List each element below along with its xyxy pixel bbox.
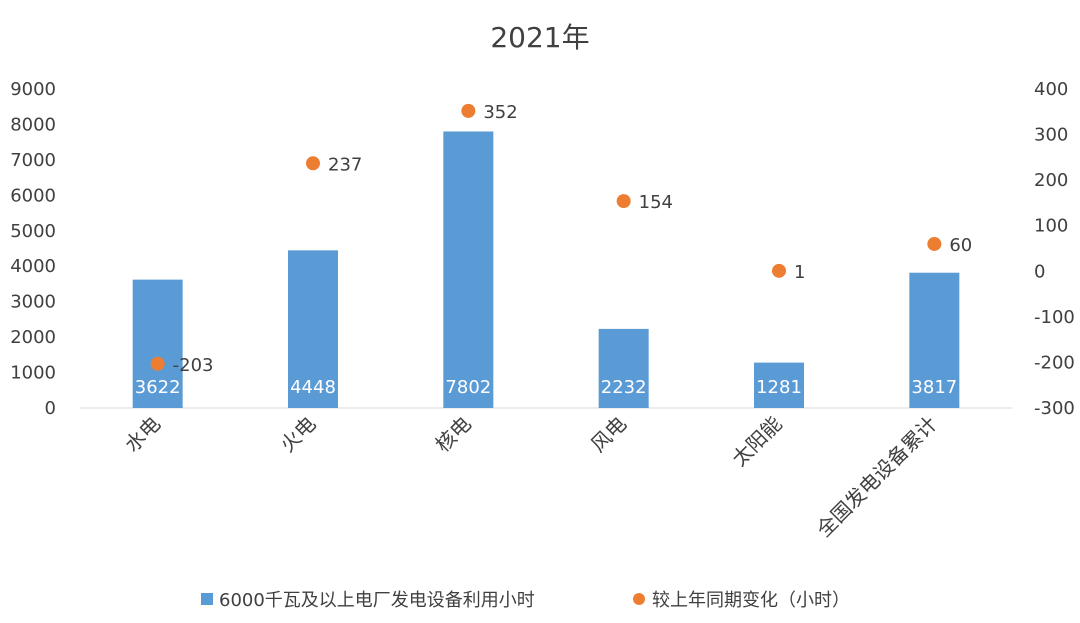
category-label: 核电: [431, 412, 476, 457]
category-label: 风电: [586, 412, 631, 457]
bar: [443, 131, 494, 408]
bar-data-label: 3817: [911, 377, 957, 398]
bar-data-label: 3622: [135, 377, 181, 398]
y-left-tick-label: 0: [45, 398, 56, 419]
y-right-tick-label: -100: [1034, 307, 1075, 328]
scatter-data-label: 60: [949, 235, 972, 256]
y-right-tick-label: 400: [1034, 79, 1068, 100]
scatter-point: [772, 263, 786, 278]
legend-dot-label: 较上年同期变化（小时）: [652, 590, 850, 611]
legend-bar-swatch: [201, 593, 213, 605]
y-left-tick-label: 5000: [10, 221, 56, 242]
bar: [754, 362, 804, 408]
legend: 6000千瓦及以上电厂发电设备利用小时 较上年同期变化（小时）: [201, 590, 850, 611]
scatter-data-label: 352: [483, 102, 517, 123]
y-left-tick-label: 2000: [10, 327, 56, 348]
scatter-series: -203 237 352 154 1 60: [150, 102, 972, 376]
y-right-tick-label: 100: [1034, 216, 1068, 237]
bar-data-label: 1281: [756, 377, 802, 398]
y-right-tick-label: 300: [1034, 125, 1068, 146]
y-left-tick-label: 3000: [10, 292, 56, 313]
y-right-tick-label: 0: [1034, 261, 1045, 282]
y-left-tick-label: 7000: [10, 150, 56, 171]
legend-dot-swatch: [633, 593, 645, 605]
axes: 0100020003000400050006000700080009000-30…: [10, 79, 1075, 419]
scatter-data-label: 237: [328, 154, 362, 175]
y-left-tick-label: 8000: [10, 114, 56, 135]
bar: [288, 250, 338, 408]
y-right-tick-label: -300: [1034, 398, 1075, 419]
bar-data-label: 7802: [445, 377, 491, 398]
category-label: 火电: [275, 412, 320, 457]
category-label: 水电: [120, 412, 165, 457]
bar: [598, 328, 649, 408]
scatter-point: [927, 236, 942, 251]
scatter-point: [150, 356, 165, 371]
scatter-data-label: 1: [794, 262, 805, 283]
scatter-point: [306, 156, 320, 171]
y-right-tick-label: 200: [1034, 170, 1068, 191]
category-label: 全国发电设备累计: [812, 412, 942, 542]
bar-series: 3622 4448 7802 2232 1281 3817: [132, 131, 960, 408]
chart-title: 2021年: [490, 21, 589, 54]
y-left-tick-label: 1000: [10, 363, 56, 384]
y-left-tick-label: 9000: [10, 79, 56, 100]
category-label: 太阳能: [727, 412, 786, 471]
scatter-data-label: -203: [173, 355, 214, 376]
y-left-tick-label: 4000: [10, 256, 56, 277]
y-right-tick-label: -200: [1034, 352, 1075, 373]
legend-bar-label: 6000千瓦及以上电厂发电设备利用小时: [219, 590, 535, 611]
scatter-data-label: 154: [639, 192, 673, 213]
bar: [132, 279, 183, 408]
scatter-point: [461, 103, 476, 118]
category-labels: 水电 火电 核电 风电 太阳能 全国发电设备累计: [120, 412, 942, 542]
scatter-point: [616, 194, 631, 209]
bar-data-label: 4448: [290, 377, 336, 398]
y-left-tick-label: 6000: [10, 185, 56, 206]
bar: [909, 272, 960, 408]
bar-data-label: 2232: [601, 377, 647, 398]
